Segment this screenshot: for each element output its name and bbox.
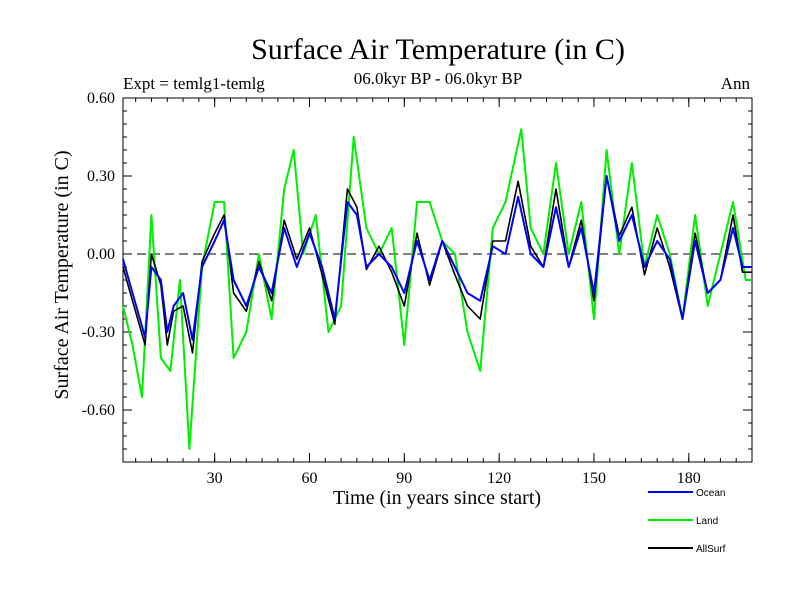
plot-area: 0.60 0.30 0.00 -0.30 -0.60 30 60 90 120 150 180 — [82, 90, 753, 487]
series-line-ocean — [122, 175, 752, 341]
legend-label-land: Land — [696, 516, 718, 527]
x-tick-label: 180 — [677, 470, 701, 487]
season-label: Ann — [721, 74, 751, 93]
series-line-land — [122, 128, 752, 450]
x-tick-label: 90 — [396, 470, 412, 487]
legend-label-allsurf: AllSurf — [696, 544, 726, 555]
chart-title: Surface Air Temperature (in C) — [251, 33, 625, 66]
series-line-allsurf — [122, 175, 752, 354]
y-tick-label: -0.30 — [82, 324, 115, 341]
legend-label-ocean: Ocean — [696, 488, 725, 499]
y-tick-label: 0.00 — [87, 246, 115, 263]
chart-subtitle: 06.0kyr BP - 06.0kyr BP — [354, 69, 522, 88]
x-tick-label: 150 — [582, 470, 606, 487]
y-tick-label: -0.60 — [82, 402, 115, 419]
y-axis-label: Surface Air Temperature (in C) — [51, 150, 73, 399]
x-tick-label: 60 — [301, 470, 317, 487]
plot-frame — [122, 97, 753, 463]
x-tick-label: 30 — [207, 470, 223, 487]
x-axis-label: Time (in years since start) — [333, 487, 541, 509]
expt-label: Expt = temlg1-temlg — [123, 74, 265, 93]
y-tick-label: 0.30 — [87, 168, 115, 185]
y-tick-label: 0.60 — [87, 90, 115, 107]
legend: Ocean Land AllSurf — [648, 488, 726, 555]
x-tick-label: 120 — [487, 470, 511, 487]
